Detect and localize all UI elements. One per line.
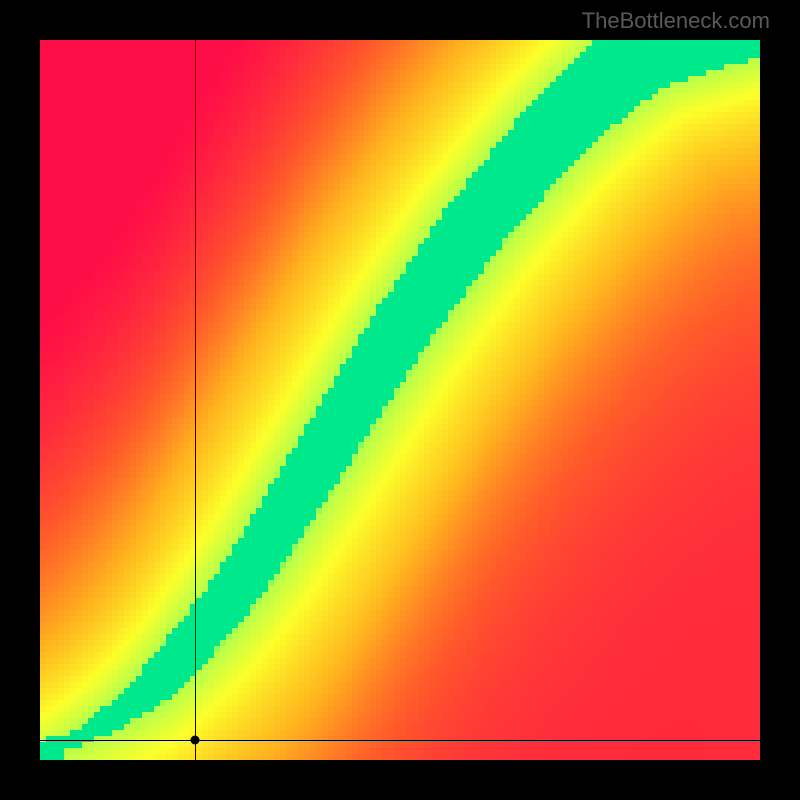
crosshair-dot [190, 735, 199, 744]
chart-container: TheBottleneck.com [0, 0, 800, 800]
heatmap-canvas [40, 40, 760, 760]
crosshair-vertical [195, 40, 196, 760]
plot-area [40, 40, 760, 760]
crosshair-horizontal [40, 740, 760, 741]
watermark-text: TheBottleneck.com [582, 8, 770, 34]
